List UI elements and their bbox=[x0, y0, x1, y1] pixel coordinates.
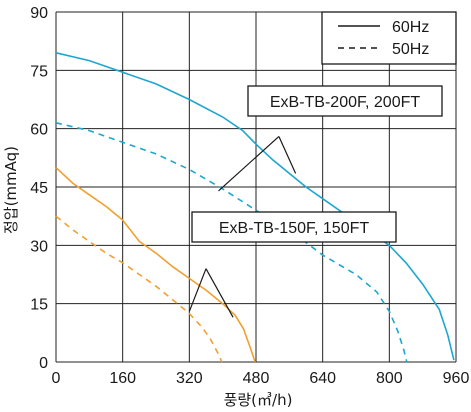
series-line-60hz bbox=[55, 167, 256, 363]
tick-labels: 0 160 320 480 640 800 960 0 15 30 45 60 75 90 bbox=[30, 5, 469, 387]
x-tick-label: 160 bbox=[109, 370, 136, 387]
x-tick-label: 640 bbox=[309, 370, 336, 387]
callout-leader-line bbox=[188, 268, 207, 312]
y-axis-label: 정압(mmAq) bbox=[2, 146, 20, 234]
series-line-60hz bbox=[55, 52, 455, 361]
y-tick-label: 0 bbox=[39, 355, 48, 372]
legend-label: 60Hz bbox=[392, 19, 429, 36]
callout-label: ExB-TB-150F, 150FT bbox=[219, 220, 370, 237]
legend-label: 50Hz bbox=[392, 41, 429, 58]
callout-label: ExB-TB-200F, 200FT bbox=[270, 94, 421, 111]
annotations: ExB-TB-200F, 200FT ExB-TB-150F, 150FT bbox=[188, 85, 443, 318]
callout-leader-line bbox=[218, 135, 280, 192]
y-tick-label: 15 bbox=[30, 297, 48, 314]
y-tick-label: 60 bbox=[30, 122, 48, 139]
y-tick-label: 90 bbox=[30, 5, 48, 22]
series-line-50hz bbox=[55, 215, 223, 363]
callout-leader-line bbox=[205, 268, 234, 318]
legend: 60Hz 50Hz bbox=[321, 11, 457, 65]
y-tick-label: 75 bbox=[30, 63, 48, 80]
x-tick-label: 320 bbox=[176, 370, 203, 387]
x-tick-label: 0 bbox=[52, 370, 61, 387]
legend-box bbox=[321, 11, 457, 65]
x-tick-label: 960 bbox=[443, 370, 470, 387]
y-tick-label: 30 bbox=[30, 238, 48, 255]
x-axis-label: 풍량(㎥/h) bbox=[224, 391, 293, 409]
x-tick-label: 480 bbox=[243, 370, 270, 387]
y-tick-label: 45 bbox=[30, 180, 48, 197]
callout-leader-line bbox=[278, 136, 297, 174]
x-tick-label: 800 bbox=[376, 370, 403, 387]
callout-box bbox=[247, 85, 443, 117]
callout-box bbox=[191, 211, 397, 243]
